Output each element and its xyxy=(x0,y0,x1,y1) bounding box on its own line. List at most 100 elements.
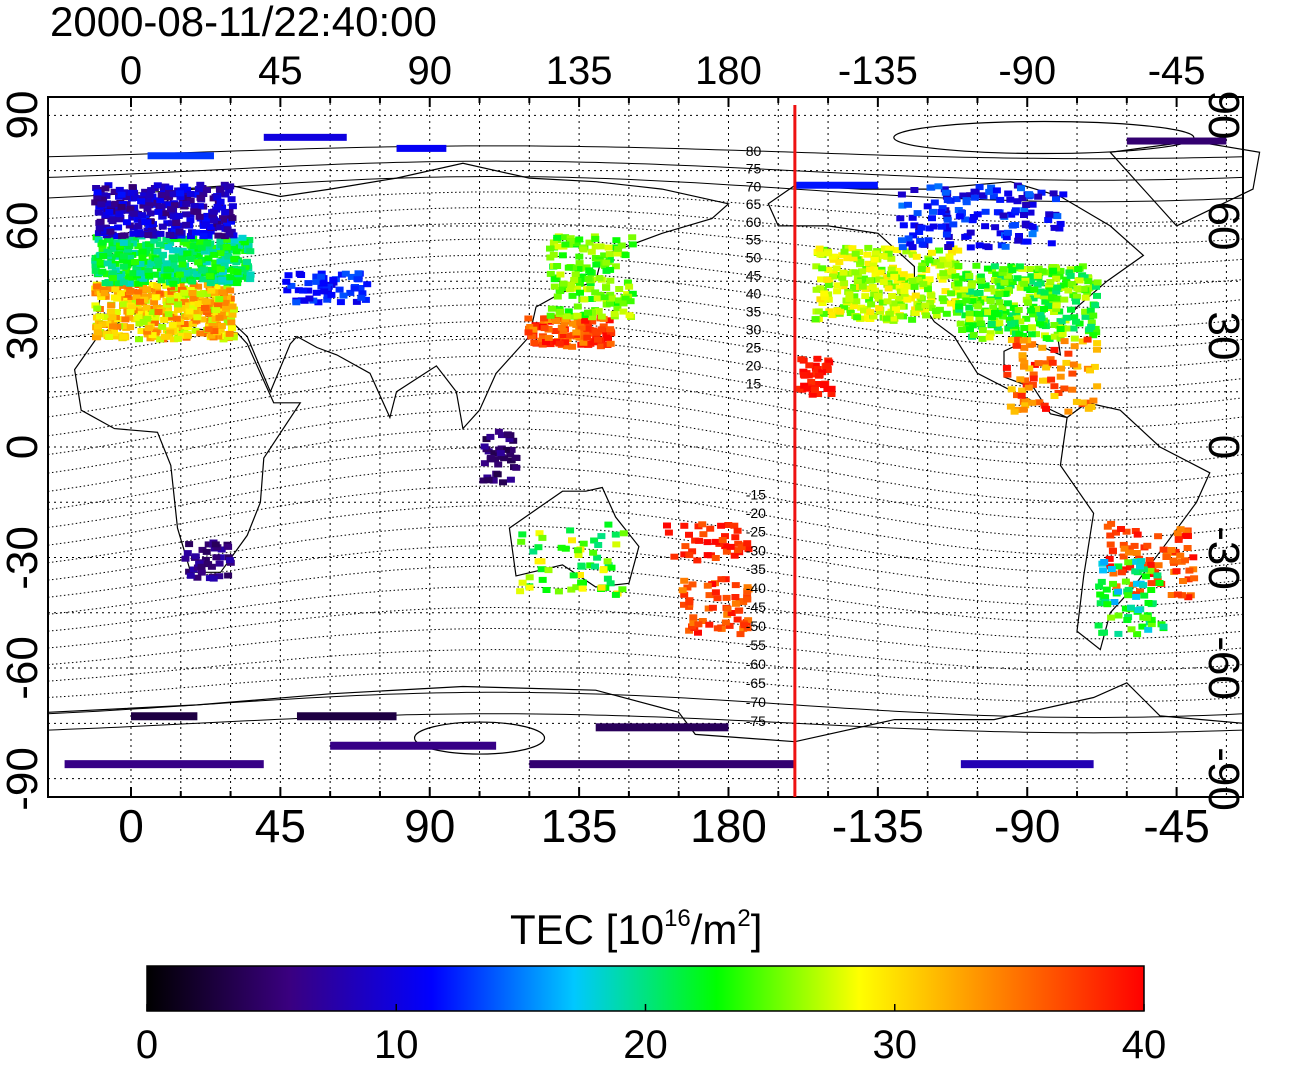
tec-cell xyxy=(587,296,596,302)
tec-cell xyxy=(993,324,1002,331)
tec-cell xyxy=(1007,312,1016,319)
tec-cell xyxy=(1117,526,1125,532)
tec-cell xyxy=(1029,295,1038,302)
tec-cell xyxy=(940,186,949,193)
tec-cell xyxy=(575,236,584,243)
tec-cell xyxy=(1153,572,1162,579)
tec-cell xyxy=(1016,284,1025,291)
tec-cell xyxy=(1046,294,1055,301)
tec-cell xyxy=(210,328,219,335)
tec-cell xyxy=(904,201,912,208)
tec-cell xyxy=(101,293,110,300)
tec-cell xyxy=(1125,545,1134,552)
tec-cell xyxy=(180,299,189,305)
tec-cell xyxy=(196,181,205,188)
tec-cell xyxy=(936,262,945,269)
tec-cell xyxy=(591,563,599,570)
tec-cell xyxy=(217,311,226,318)
tec-cell xyxy=(931,259,940,266)
tec-cell xyxy=(569,572,578,579)
tec-cell xyxy=(551,314,560,321)
tec-cell xyxy=(851,269,860,276)
tec-cell xyxy=(216,238,225,245)
tec-cell xyxy=(180,183,189,190)
tec-cell xyxy=(685,531,693,538)
tec-cell xyxy=(1040,360,1049,367)
tec-cell xyxy=(198,316,207,323)
tec-cell xyxy=(897,191,906,198)
tec-cell xyxy=(946,300,955,307)
tec-cell xyxy=(216,250,225,257)
tec-cell xyxy=(893,267,902,274)
bottom-lon-tick: 135 xyxy=(540,800,618,852)
tec-cell xyxy=(606,580,615,587)
tec-cell xyxy=(731,534,740,541)
tec-cell xyxy=(974,310,983,317)
tec-cell xyxy=(529,548,538,555)
tec-cell xyxy=(113,233,122,240)
tec-cell xyxy=(517,538,526,545)
tec-cell xyxy=(1093,292,1101,299)
tec-cell xyxy=(833,288,842,295)
tec-cell xyxy=(845,296,854,303)
tec-cell xyxy=(573,547,582,554)
tec-cell xyxy=(688,581,697,588)
tec-cell xyxy=(294,287,303,294)
magnetic-contour xyxy=(47,691,1244,718)
tec-cell xyxy=(592,261,601,268)
tec-cell xyxy=(144,325,153,332)
tec-cell xyxy=(1119,541,1128,548)
tec-cell xyxy=(962,297,971,304)
tec-cell xyxy=(202,548,211,555)
magnetic-contour xyxy=(47,628,1244,672)
tec-cell xyxy=(977,277,986,284)
tec-cell xyxy=(584,275,593,282)
contour-label: -20 xyxy=(746,505,766,521)
pole-contour-south xyxy=(413,721,546,755)
tec-cell xyxy=(158,252,167,259)
tec-cell xyxy=(357,294,366,301)
tec-cell xyxy=(814,381,823,387)
tec-cell xyxy=(143,205,152,212)
tec-cell xyxy=(240,239,249,246)
tec-cell xyxy=(119,253,128,260)
tec-cell xyxy=(585,267,594,274)
tec-cell xyxy=(819,310,828,317)
tec-cell xyxy=(910,187,919,193)
tec-cell xyxy=(586,562,595,569)
tec-cell xyxy=(224,278,233,285)
tec-cell xyxy=(985,188,994,195)
tec-cell xyxy=(518,531,527,538)
tec-cell xyxy=(542,339,550,345)
tec-cell xyxy=(685,627,694,634)
tec-cell xyxy=(927,249,936,256)
tec-cell xyxy=(93,283,102,290)
tec-cell xyxy=(805,362,814,369)
tec-cell xyxy=(580,296,589,303)
tec-cell xyxy=(196,330,205,337)
tec-cell xyxy=(966,288,975,295)
tec-cell xyxy=(95,220,104,226)
tec-cell xyxy=(579,339,588,346)
tec-cell xyxy=(199,191,208,197)
tec-cell xyxy=(1133,531,1142,538)
tec-cell xyxy=(820,294,829,301)
tec-cell xyxy=(196,291,205,298)
tec-cell xyxy=(1119,553,1128,560)
tec-cell xyxy=(185,308,194,315)
tec-cell xyxy=(981,282,990,289)
tec-cell xyxy=(850,293,859,300)
tec-cell xyxy=(1084,278,1093,285)
tec-cell xyxy=(215,186,224,193)
tec-cell xyxy=(164,269,173,276)
tec-cell xyxy=(918,241,927,248)
tec-cell xyxy=(107,318,116,324)
tec-cell xyxy=(138,248,147,255)
tec-cell xyxy=(813,366,822,372)
tec-cell xyxy=(1050,393,1059,399)
tec-cell xyxy=(215,296,224,303)
tec-cell xyxy=(565,286,574,293)
tec-cell xyxy=(1173,591,1182,598)
left-lat-tick: -60 xyxy=(0,636,47,700)
tec-cell xyxy=(1124,592,1133,599)
